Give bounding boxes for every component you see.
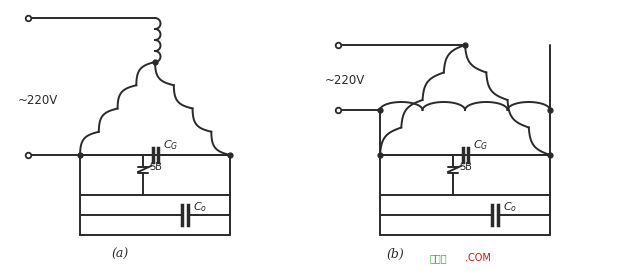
Text: 接线图: 接线图 (430, 253, 448, 263)
Text: $C_o$: $C_o$ (503, 200, 517, 214)
Text: SB: SB (149, 162, 162, 172)
Text: $C_G$: $C_G$ (473, 138, 489, 152)
Text: ~220V: ~220V (325, 73, 365, 86)
Text: $C_G$: $C_G$ (163, 138, 179, 152)
Text: SB: SB (459, 162, 472, 172)
Text: ~220V: ~220V (18, 93, 58, 107)
Text: .COM: .COM (465, 253, 491, 263)
Text: (b): (b) (386, 248, 404, 261)
Text: $C_o$: $C_o$ (193, 200, 207, 214)
Text: (a): (a) (112, 248, 129, 261)
